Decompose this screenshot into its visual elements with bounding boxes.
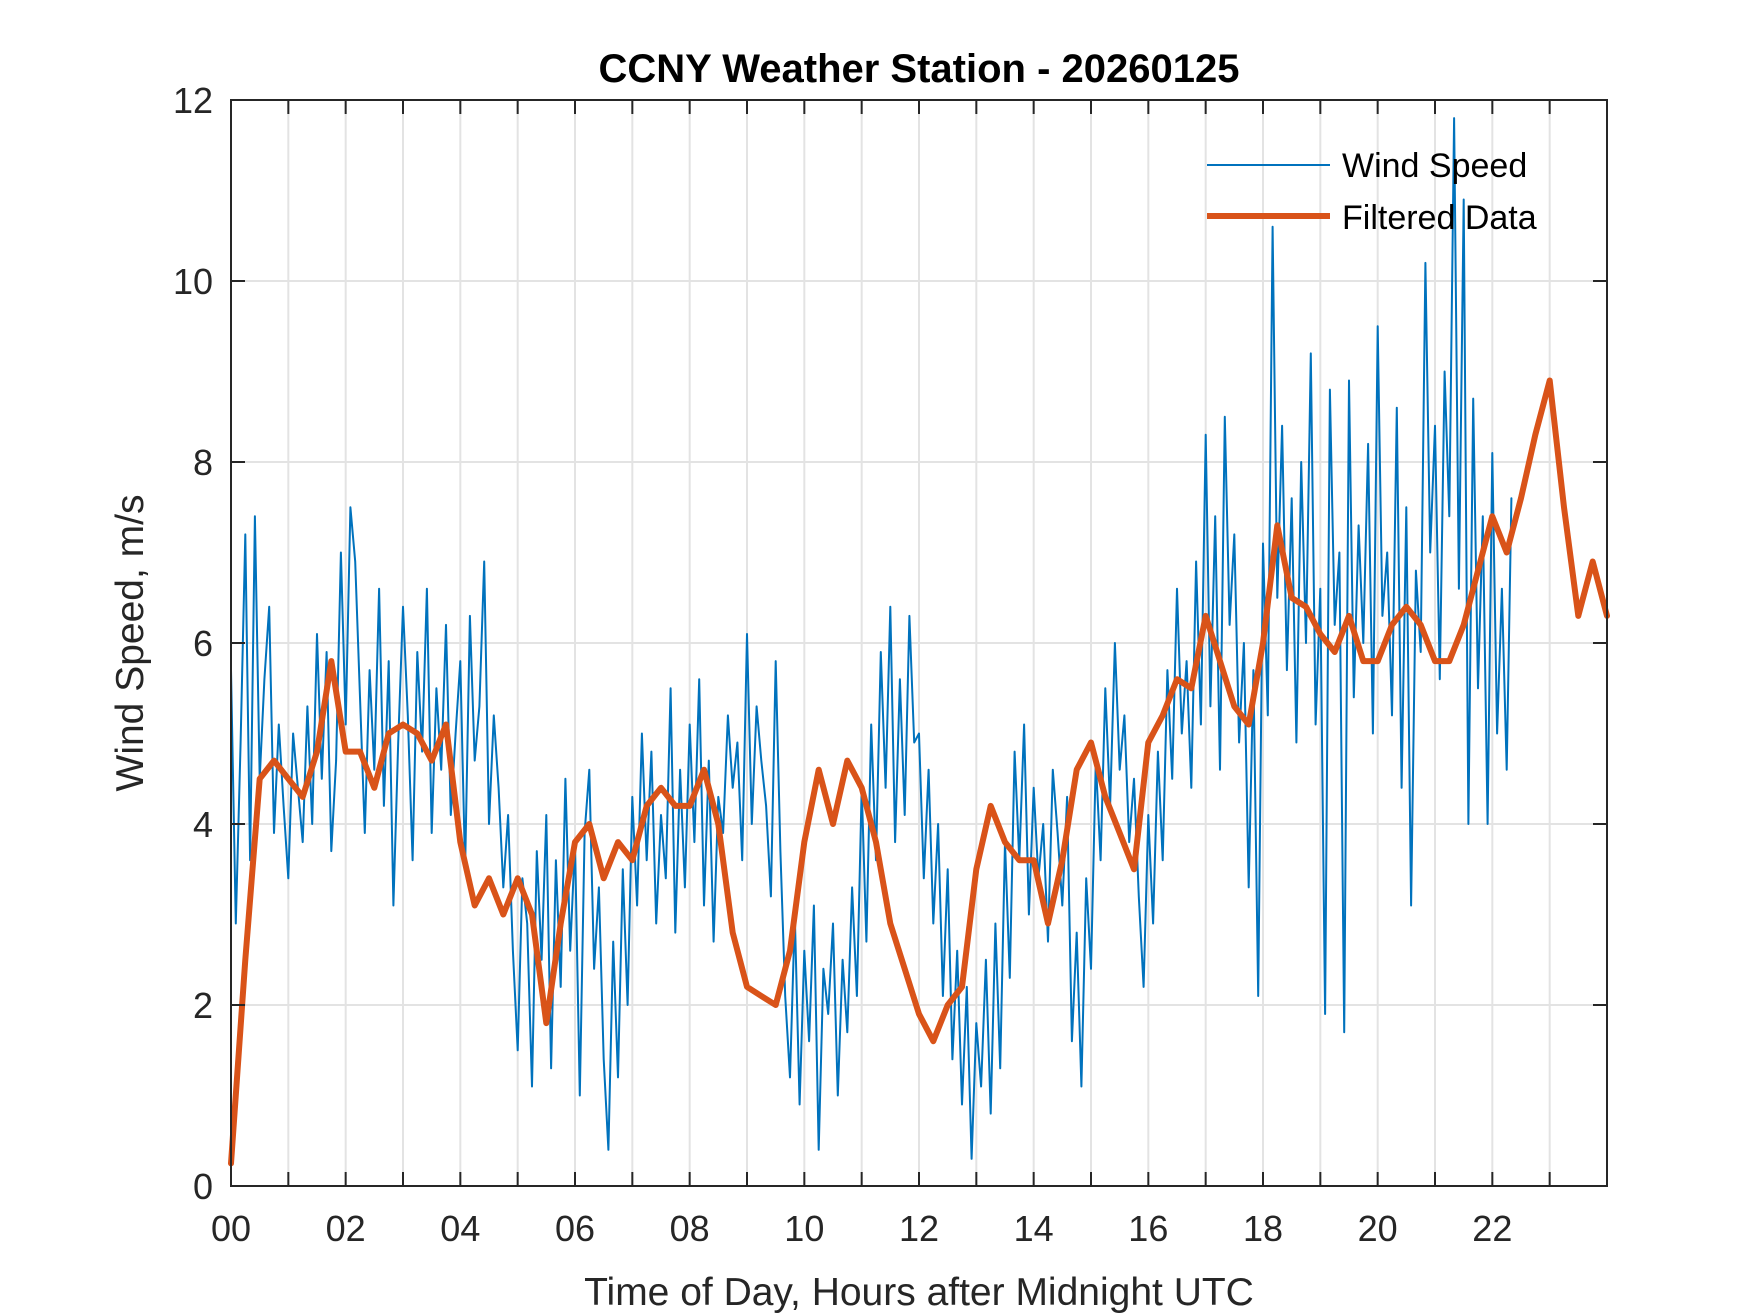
legend-label-wind-speed: Wind Speed (1342, 147, 1527, 185)
x-tick-label: 18 (1243, 1208, 1283, 1249)
legend-label-filtered-data: Filtered Data (1342, 199, 1537, 237)
y-tick-label: 0 (193, 1166, 213, 1207)
y-tick-label: 10 (173, 261, 213, 302)
x-tick-label: 12 (899, 1208, 939, 1249)
y-tick-label: 8 (193, 442, 213, 483)
x-tick-label: 08 (670, 1208, 710, 1249)
x-tick-label: 16 (1128, 1208, 1168, 1249)
y-axis-label: Wind Speed, m/s (109, 495, 152, 792)
y-axis-ticks: 0 2 4 6 8 10 12 (173, 80, 1607, 1207)
x-tick-label: 20 (1358, 1208, 1398, 1249)
x-tick-label: 04 (440, 1208, 480, 1249)
x-axis-label: Time of Day, Hours after Midnight UTC (584, 1271, 1254, 1313)
plot-area (228, 117, 1610, 1167)
x-tick-label: 22 (1472, 1208, 1512, 1249)
series-line-filtered-data (228, 377, 1610, 1167)
x-tick-label: 14 (1014, 1208, 1054, 1249)
series-line-wind-speed (230, 117, 1513, 1160)
y-tick-label: 12 (173, 80, 213, 121)
x-tick-label: 02 (326, 1208, 366, 1249)
legend: Wind Speed Filtered Data (1207, 147, 1537, 237)
x-axis-ticks: 00 02 04 06 08 10 12 14 16 18 20 22 (211, 100, 1551, 1249)
y-tick-label: 2 (193, 985, 213, 1026)
x-tick-label: 10 (784, 1208, 824, 1249)
chart-title: CCNY Weather Station - 20260125 (599, 47, 1240, 91)
y-tick-label: 6 (193, 623, 213, 664)
x-tick-label: 00 (211, 1208, 251, 1249)
x-tick-label: 06 (555, 1208, 595, 1249)
y-tick-label: 4 (193, 804, 213, 845)
